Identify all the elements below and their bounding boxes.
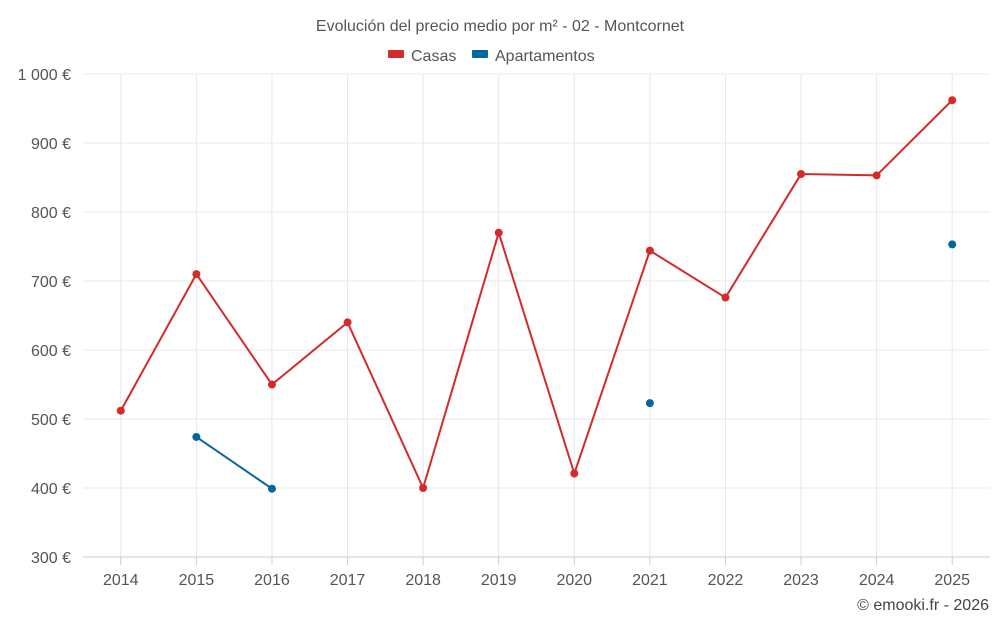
x-tick-label: 2023 xyxy=(783,572,819,589)
y-tick-label: 300 € xyxy=(31,550,71,567)
data-point-casas[interactable] xyxy=(116,406,125,415)
legend-swatch-casas xyxy=(388,50,404,58)
grid xyxy=(83,73,990,558)
data-point-casas[interactable] xyxy=(419,484,428,492)
x-tick-label: 2024 xyxy=(859,572,895,589)
data-point-casas[interactable] xyxy=(721,293,730,302)
x-tick-label: 2014 xyxy=(103,572,139,589)
y-tick-label: 600 € xyxy=(31,343,71,360)
y-tick-label: 700 € xyxy=(31,274,71,291)
data-point-casas[interactable] xyxy=(570,469,579,478)
x-tick-label: 2017 xyxy=(330,572,366,589)
data-point-casas[interactable] xyxy=(645,246,654,255)
x-tick-label: 2016 xyxy=(254,572,290,589)
y-tick-label: 1 000 € xyxy=(18,67,71,84)
series xyxy=(116,96,957,493)
data-point-apartamentos[interactable] xyxy=(948,240,957,249)
x-tick-label: 2021 xyxy=(632,572,668,589)
legend-swatch-apartamentos xyxy=(472,50,488,58)
x-tick-label: 2025 xyxy=(934,572,970,589)
data-point-casas[interactable] xyxy=(192,270,201,279)
legend-label-apartamentos[interactable]: Apartamentos xyxy=(495,48,595,65)
data-point-apartamentos[interactable] xyxy=(267,484,276,493)
chart-legend[interactable]: Casas Apartamentos xyxy=(388,48,595,65)
x-tick-label: 2015 xyxy=(179,572,215,589)
y-tick-label: 800 € xyxy=(31,205,71,222)
credit-text: © emooki.fr - 2026 xyxy=(857,597,989,614)
data-point-casas[interactable] xyxy=(494,228,503,237)
data-point-apartamentos[interactable] xyxy=(192,432,201,441)
legend-label-casas[interactable]: Casas xyxy=(411,48,456,65)
data-point-casas[interactable] xyxy=(343,318,352,327)
y-tick-label: 900 € xyxy=(31,136,71,153)
y-tick-label: 500 € xyxy=(31,412,71,429)
series-line-casas xyxy=(119,99,953,489)
x-tick-label: 2018 xyxy=(405,572,441,589)
data-point-casas[interactable] xyxy=(872,171,881,180)
data-point-apartamentos[interactable] xyxy=(645,399,654,408)
chart-title: Evolución del precio medio por m² - 02 -… xyxy=(316,18,685,35)
data-point-casas[interactable] xyxy=(797,170,806,179)
x-tick-label: 2019 xyxy=(481,572,517,589)
data-point-casas[interactable] xyxy=(267,380,276,389)
axes: 300 € 400 € 500 € 600 € 700 € 800 € 900 € 1 000… xyxy=(18,67,990,589)
x-tick-label: 2022 xyxy=(708,572,744,589)
series-line-apartamentos xyxy=(195,436,273,490)
x-tick-label: 2020 xyxy=(556,572,592,589)
y-tick-label: 400 € xyxy=(31,481,71,498)
data-point-casas[interactable] xyxy=(948,96,957,105)
